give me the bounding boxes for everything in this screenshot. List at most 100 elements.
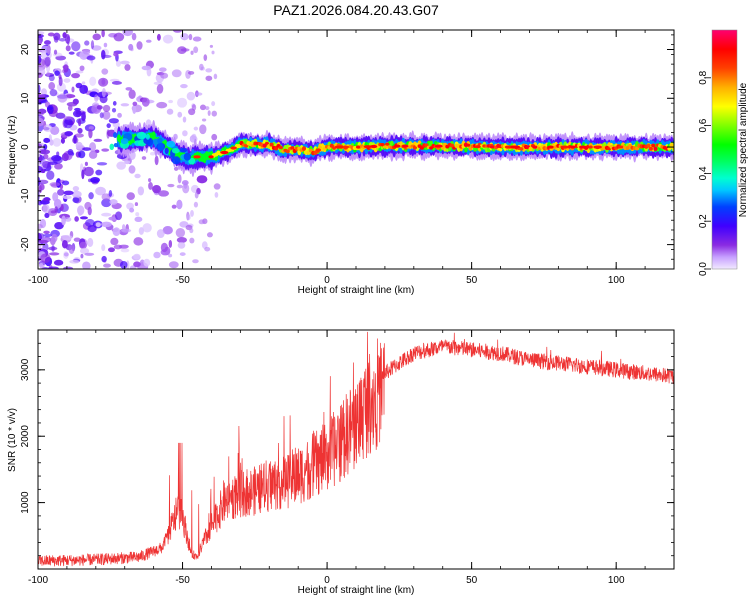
noise-blob — [92, 33, 101, 41]
noise-blob — [48, 266, 59, 269]
noise-blob — [113, 32, 125, 42]
noise-blob — [79, 247, 90, 255]
noise-blob — [191, 133, 197, 140]
noise-blob — [101, 212, 112, 217]
noise-blob — [120, 103, 130, 107]
spectrogram-ytick-label: 0 — [20, 144, 31, 150]
noise-blob — [63, 116, 72, 120]
noise-blob — [158, 190, 170, 197]
ridge-peak — [315, 148, 322, 152]
noise-blob — [107, 247, 115, 253]
noise-blob — [199, 104, 207, 111]
noise-blob — [43, 137, 51, 143]
noise-blob — [214, 192, 219, 198]
noise-blob — [103, 263, 111, 268]
noise-blob — [118, 244, 129, 249]
noise-blob — [128, 165, 136, 174]
noise-blob — [55, 112, 66, 119]
noise-blob — [88, 126, 94, 130]
noise-blob — [120, 60, 130, 65]
noise-blob — [188, 33, 193, 41]
colorbar-tick-label: 0.0 — [698, 262, 709, 276]
spectrogram-ytick-label: -10 — [20, 188, 31, 203]
noise-blob — [74, 216, 79, 222]
noise-blob — [156, 33, 161, 41]
noise-blob — [189, 227, 194, 234]
noise-blob — [132, 105, 137, 114]
noise-blob — [84, 252, 95, 256]
ridge-peak — [193, 155, 201, 159]
ridge-segment — [290, 146, 295, 150]
noise-blob — [109, 199, 118, 205]
noise-blob — [142, 223, 152, 233]
noise-blob — [181, 180, 189, 186]
ridge-segment — [237, 144, 242, 149]
noise-blob — [67, 149, 74, 156]
noise-blob — [129, 207, 135, 213]
noise-blob — [67, 105, 73, 112]
noise-blob — [124, 160, 131, 165]
noise-blob — [148, 182, 153, 190]
noise-blob — [65, 45, 71, 52]
noise-blob — [152, 184, 162, 194]
ridge-peak — [532, 145, 538, 149]
noise-blob — [63, 266, 74, 269]
noise-blob — [61, 240, 68, 249]
noise-blob — [188, 70, 195, 75]
noise-blob — [110, 237, 119, 246]
noise-blob — [66, 102, 78, 107]
noise-blob — [193, 46, 199, 54]
snr-xtick-label: 0 — [324, 575, 330, 586]
ridge-segment — [382, 145, 387, 149]
noise-blob — [38, 200, 42, 206]
noise-blob — [58, 76, 63, 87]
ridge-peak — [570, 145, 576, 149]
noise-blob — [133, 253, 141, 260]
noise-blob — [101, 221, 112, 228]
noise-blob — [39, 262, 44, 268]
noise-blob — [177, 111, 183, 118]
noise-blob — [72, 185, 80, 192]
ridge-peak — [363, 145, 372, 149]
ridge-segment — [151, 131, 156, 140]
noise-blob — [148, 178, 152, 183]
noise-blob — [108, 118, 119, 124]
ridge-blob — [145, 133, 150, 140]
noise-blob — [120, 248, 130, 253]
noise-blob — [38, 84, 41, 94]
noise-blob — [198, 219, 205, 225]
noise-blob — [44, 40, 51, 45]
noise-blob — [63, 78, 71, 83]
noise-blobs — [38, 30, 221, 269]
noise-blob — [89, 76, 97, 87]
ridge-segment — [648, 146, 653, 151]
spectrogram-xtick-label: -100 — [28, 275, 48, 286]
noise-blob — [102, 104, 111, 112]
noise-blob — [101, 244, 106, 252]
noise-blob — [38, 117, 44, 127]
noise-blob — [193, 126, 199, 131]
noise-blob — [134, 202, 139, 207]
noise-blob — [63, 118, 73, 129]
noise-blob — [46, 71, 51, 77]
noise-blob — [72, 110, 82, 118]
noise-blob — [81, 111, 86, 122]
ridge-segment — [646, 143, 651, 148]
noise-blob — [95, 169, 103, 176]
noise-blob — [136, 41, 143, 50]
noise-blob — [131, 32, 137, 41]
noise-blob — [71, 86, 75, 93]
noise-blob — [204, 246, 211, 252]
noise-blob — [190, 50, 194, 55]
noise-blob — [43, 233, 52, 238]
noise-blob — [101, 255, 107, 263]
noise-blob — [154, 155, 159, 166]
noise-blob — [39, 149, 51, 155]
colorbar-gradient — [712, 30, 737, 269]
ridge-blob — [183, 152, 191, 161]
snr-xtick-label: 100 — [608, 575, 625, 586]
ridge-segment — [244, 144, 249, 148]
noise-blob — [192, 36, 202, 42]
noise-blob — [194, 191, 199, 199]
noise-blob — [49, 139, 54, 146]
